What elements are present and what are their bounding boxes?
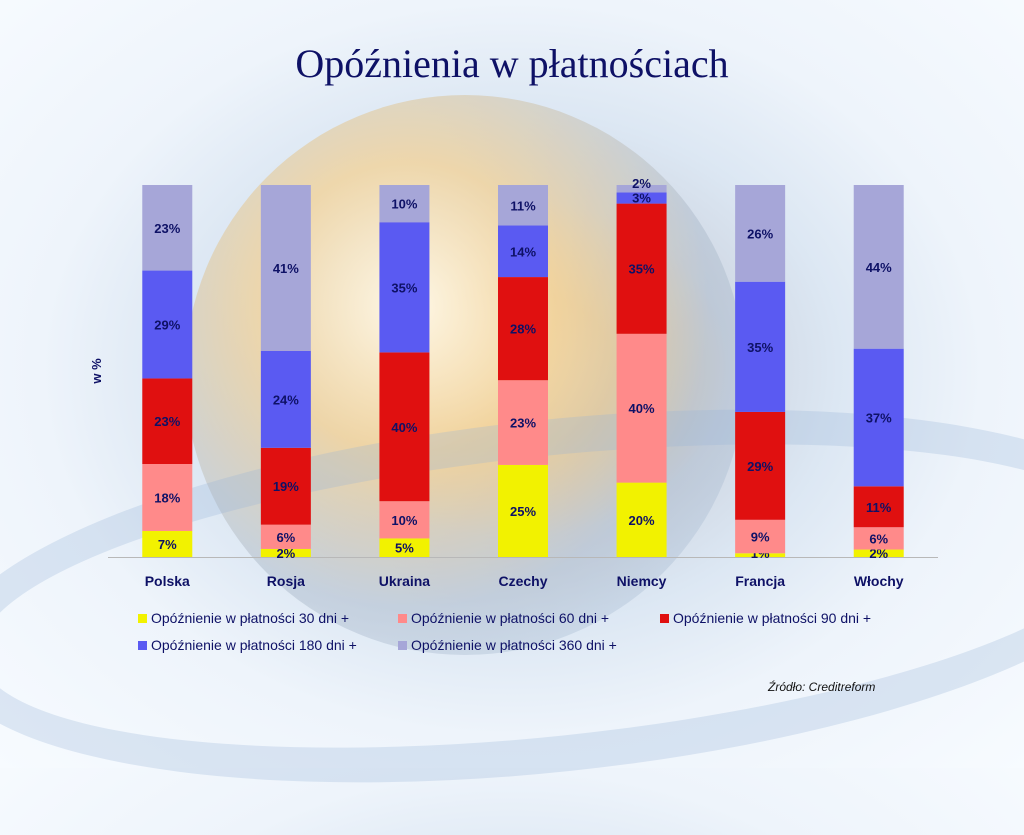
category-tick-label: Rosja xyxy=(267,573,305,589)
category-tick-label: Francja xyxy=(735,573,785,589)
data-label: 23% xyxy=(154,221,180,236)
bar-segment xyxy=(498,185,548,226)
bar-segment xyxy=(498,277,548,381)
bar-segment xyxy=(379,538,430,557)
legend-label: Opóźnienie w płatności 360 dni + xyxy=(411,637,617,653)
legend-swatch xyxy=(138,614,147,623)
category-tick-label: Ukraina xyxy=(379,573,431,589)
data-label: 44% xyxy=(866,260,892,275)
bar-segment xyxy=(142,464,193,531)
data-label: 6% xyxy=(276,530,295,545)
data-label: 28% xyxy=(510,322,536,337)
data-label: 11% xyxy=(510,198,536,213)
bar-segment xyxy=(853,348,904,487)
bar-segment xyxy=(735,553,786,557)
legend-swatch xyxy=(660,614,669,623)
bar-segment xyxy=(379,222,430,353)
data-label: 10% xyxy=(391,513,417,528)
bar-segment xyxy=(616,203,667,334)
data-label: 24% xyxy=(273,392,299,407)
data-label: 23% xyxy=(510,416,536,431)
bar-segment xyxy=(735,281,786,412)
data-label: 6% xyxy=(869,531,888,546)
bar-segment xyxy=(379,185,430,223)
bar-segment xyxy=(260,185,311,351)
bar-segment xyxy=(260,548,311,557)
bar-segment xyxy=(853,527,904,550)
category-tick-label: Czechy xyxy=(498,573,547,589)
bar-segment xyxy=(616,482,667,557)
bar-segment xyxy=(616,192,667,204)
data-label: 37% xyxy=(866,411,892,426)
data-label: 9% xyxy=(751,530,770,545)
bar-segment xyxy=(853,185,904,349)
bar-segment xyxy=(142,378,193,464)
bar-segment xyxy=(616,333,667,483)
bar-segment xyxy=(260,447,311,525)
data-label: 25% xyxy=(510,504,536,519)
category-tick-label: Polska xyxy=(145,573,190,589)
data-label: 35% xyxy=(391,280,417,295)
bar-segment xyxy=(616,185,667,193)
legend-label: Opóźnienie w płatności 30 dni + xyxy=(151,610,349,626)
bar-segment xyxy=(498,380,548,465)
bar-segment xyxy=(379,352,430,502)
data-label: 29% xyxy=(747,459,773,474)
data-label: 7% xyxy=(158,537,177,552)
data-label: 40% xyxy=(391,420,417,435)
bar-segment xyxy=(142,270,193,379)
page-title: Opóźnienia w płatnościach xyxy=(295,41,729,86)
data-label: 35% xyxy=(747,340,773,355)
legend-swatch xyxy=(138,641,147,650)
data-label: 3% xyxy=(632,190,651,205)
bar-segment xyxy=(853,486,904,528)
data-label: 35% xyxy=(629,262,655,277)
bar-segment xyxy=(735,185,786,282)
bar-segment xyxy=(735,411,786,520)
bar-segment xyxy=(379,501,430,539)
data-label: 2% xyxy=(869,546,888,561)
stacked-bar-chart: w %7%18%23%29%23%Polska2%6%19%24%41%Rosj… xyxy=(89,176,938,653)
data-label: 5% xyxy=(395,541,414,556)
data-label: 20% xyxy=(629,513,655,528)
bar-segment xyxy=(498,225,548,278)
data-label: 29% xyxy=(154,318,180,333)
bar-segment xyxy=(142,185,193,271)
data-label: 11% xyxy=(866,500,892,515)
legend-label: Opóźnienie w płatności 180 dni + xyxy=(151,637,357,653)
bar-segment xyxy=(735,519,786,554)
data-label: 10% xyxy=(391,197,417,212)
data-label: 41% xyxy=(273,261,299,276)
bar-segment xyxy=(260,524,311,549)
category-tick-label: Niemcy xyxy=(617,573,667,589)
data-label: 14% xyxy=(510,244,536,259)
data-label: 26% xyxy=(747,226,773,241)
bar-segment xyxy=(853,549,904,557)
data-label: 2% xyxy=(276,546,295,561)
y-axis-label: w % xyxy=(89,358,104,385)
category-tick-label: Włochy xyxy=(854,573,904,589)
legend-swatch xyxy=(398,641,407,650)
bar-segment xyxy=(260,350,311,448)
data-label: 19% xyxy=(273,479,299,494)
bar-segment xyxy=(142,530,193,557)
data-label: 18% xyxy=(154,490,180,505)
data-label: 23% xyxy=(154,414,180,429)
legend-label: Opóźnienie w płatności 60 dni + xyxy=(411,610,609,626)
legend-label: Opóźnienie w płatności 90 dni + xyxy=(673,610,871,626)
data-label: 40% xyxy=(629,401,655,416)
bar-segment xyxy=(498,464,548,557)
legend-swatch xyxy=(398,614,407,623)
data-label: 2% xyxy=(632,176,651,191)
source-note: Źródło: Creditreform xyxy=(768,680,876,694)
